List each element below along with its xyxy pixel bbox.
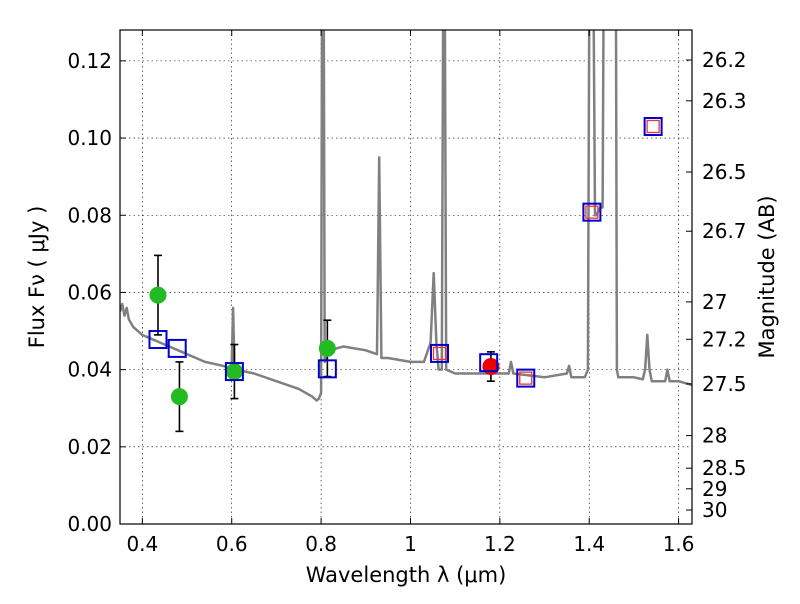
observed-square: [646, 119, 660, 134]
mag-tick-label: 26.2: [702, 48, 747, 72]
x-tick-label: 1: [404, 532, 417, 556]
x-axis-title: Wavelength λ (μm): [306, 563, 507, 587]
y-axis-title: Flux Fν ( μJy ): [25, 206, 49, 349]
data-point: [170, 388, 188, 406]
mag-tick-label: 26.7: [702, 219, 747, 243]
model-photometry-square: [148, 330, 168, 350]
mag-tick-label: 26.5: [702, 160, 747, 184]
mag-tick-label: 26.3: [702, 89, 747, 113]
observed-square: [585, 205, 599, 219]
model-photometry-square: [430, 343, 450, 363]
plot-area: [120, 30, 692, 433]
data-point: [149, 286, 167, 304]
x-tick-label: 0.4: [126, 532, 158, 556]
x-tick-label: 0.8: [305, 532, 337, 556]
model-photometry-square: [167, 338, 187, 358]
mag-tick-label: 28.5: [702, 456, 747, 480]
x-tick-label: 1.4: [573, 532, 605, 556]
mag-tick-label: 27: [702, 290, 727, 314]
x-tick-label: 1.6: [663, 532, 695, 556]
y-tick-label: 0.00: [67, 512, 112, 536]
mag-tick-label: 29: [702, 477, 727, 501]
model-photometry-square: [317, 359, 337, 379]
y-tick-label: 0.12: [67, 49, 112, 73]
plot-frame: [119, 29, 693, 525]
data-point: [225, 363, 243, 381]
model-photometry-square: [582, 202, 602, 222]
y-tick-label: 0.04: [67, 358, 112, 382]
y-tick-label: 0.10: [67, 126, 112, 150]
y-tick-label: 0.08: [67, 203, 112, 227]
mag-tick-label: 28: [702, 424, 727, 448]
data-point: [318, 339, 336, 357]
model-sed-line: [120, 30, 692, 402]
y-tick-label: 0.02: [67, 435, 112, 459]
mag-tick-label: 30: [702, 498, 727, 522]
mag-tick-label: 27.5: [702, 372, 747, 396]
axis-ticks: 0.4 0.6 0.8 1 1.2 1.4 1.6 0.00 0.02 0.04 0.06 0.08 0…: [67, 30, 747, 556]
x-tick-label: 1.2: [484, 532, 516, 556]
model-photometry-square: [479, 353, 499, 373]
model-photometry-square: [224, 362, 244, 382]
observed-square: [432, 346, 447, 361]
model-photometry-square: [516, 368, 536, 388]
mag-tick-label: 27.2: [702, 327, 747, 351]
y-tick-label: 0.06: [67, 280, 112, 304]
right-axis-title: Magnitude (AB): [755, 195, 779, 358]
observed-square: [519, 371, 533, 385]
model-photometry-square: [643, 116, 663, 136]
x-tick-label: 0.6: [216, 532, 248, 556]
